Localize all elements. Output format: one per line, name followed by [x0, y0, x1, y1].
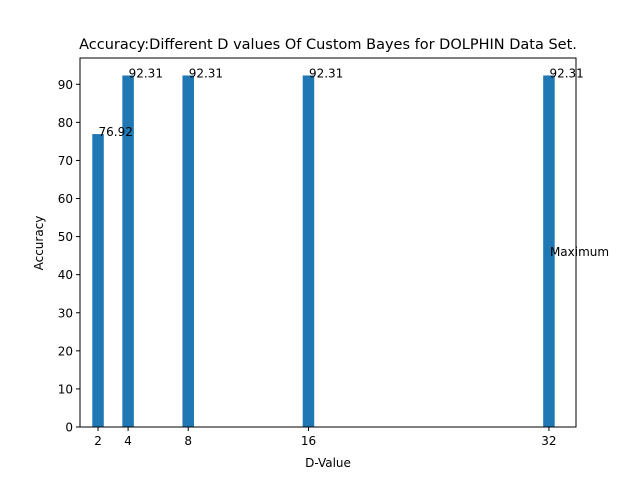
- data-labels: 76.92 92.31 92.31 92.31 92.31: [99, 66, 584, 139]
- bars: [92, 75, 555, 428]
- data-label-d-8: 92.31: [189, 66, 223, 80]
- y-axis: 0 10 20 30 40 50 60 70 80 90: [58, 78, 80, 435]
- y-tick-label: 20: [58, 344, 73, 358]
- y-tick-label: 70: [58, 154, 73, 168]
- maximum-annotation: Maximum: [550, 245, 609, 259]
- y-tick-label: 10: [58, 382, 73, 396]
- x-tick-label: 8: [184, 434, 192, 448]
- y-tick-label: 30: [58, 306, 73, 320]
- chart-title: Accuracy:Different D values Of Custom Ba…: [79, 37, 577, 53]
- data-label-d-16: 92.31: [309, 66, 343, 80]
- x-tick-label: 2: [94, 434, 102, 448]
- data-label-d-2: 76.92: [99, 125, 133, 139]
- x-tick-label: 32: [541, 434, 556, 448]
- y-tick-label: 60: [58, 192, 73, 206]
- plot-frame: [79, 57, 577, 428]
- bar-d-32: [543, 75, 555, 428]
- bar-d-2: [92, 134, 104, 427]
- x-tick-label: 16: [301, 434, 316, 448]
- data-label-d-32: 92.31: [549, 66, 583, 80]
- y-axis-label: Accuracy: [32, 216, 46, 271]
- data-label-d-4: 92.31: [129, 66, 163, 80]
- x-tick-label: 4: [124, 434, 132, 448]
- x-axis: 2 4 8 16 32: [94, 427, 557, 448]
- y-tick-label: 50: [58, 230, 73, 244]
- y-tick-label: 0: [65, 421, 73, 435]
- bar-d-4: [122, 75, 134, 428]
- y-tick-label: 80: [58, 116, 73, 130]
- bar-d-16: [302, 75, 315, 428]
- y-tick-label: 90: [58, 78, 73, 92]
- x-axis-label: D-Value: [305, 456, 351, 470]
- bar-d-8: [182, 75, 194, 428]
- y-tick-label: 40: [58, 268, 73, 282]
